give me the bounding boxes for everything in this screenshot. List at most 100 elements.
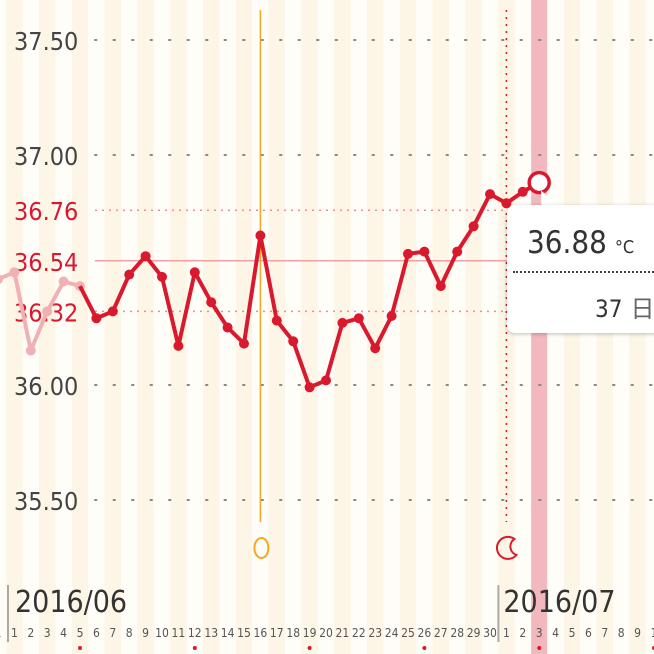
- day-tick-label: 25: [401, 626, 415, 640]
- day-tick-label: 26: [418, 626, 432, 640]
- day-tick-label: 3: [536, 626, 543, 640]
- day-stripe: [268, 0, 285, 654]
- previous-cycle-point: [58, 276, 69, 287]
- day-stripe: [465, 0, 482, 654]
- tooltip-divider: [513, 271, 654, 273]
- ovulation-circle-icon: [253, 537, 270, 559]
- day-tick-label: 16: [254, 626, 268, 640]
- day-tick-label: 21: [336, 626, 350, 640]
- day-stripe: [170, 0, 187, 654]
- temperature-point: [173, 340, 184, 351]
- day-tick-label: 17: [270, 626, 284, 640]
- day-stripe: [432, 0, 449, 654]
- day-tick-label: 7: [109, 626, 116, 640]
- day-tick-label: 11: [172, 626, 186, 640]
- day-tick-label: 2: [519, 626, 526, 640]
- day-tick-label: 9: [634, 626, 641, 640]
- temperature-point: [370, 343, 381, 354]
- day-stripe: [203, 0, 220, 654]
- month-label: 2016/06: [15, 585, 127, 620]
- day-tick-label: 1: [0, 626, 1, 640]
- selected-temperature-point: [527, 170, 551, 195]
- temperature-point: [189, 267, 200, 278]
- day-tick-label: 24: [385, 626, 399, 640]
- day-tick-label: 29: [467, 626, 481, 640]
- tooltip-days-unit: 日: [630, 295, 654, 323]
- day-tick-label: 23: [368, 626, 382, 640]
- temperature-point: [107, 306, 118, 317]
- day-stripe: [71, 0, 89, 654]
- day-tick-label: 1: [11, 626, 18, 640]
- reference-label: 36.54: [14, 248, 78, 277]
- day-tick-label: 27: [434, 626, 448, 640]
- tooltip-temp-unit: °C: [614, 237, 635, 258]
- temperature-point: [452, 246, 463, 257]
- day-tick-label: 1: [503, 626, 510, 640]
- sunday-dot: [537, 646, 542, 650]
- temperature-point: [337, 317, 348, 328]
- sunday-dot: [78, 646, 82, 650]
- temperature-point: [124, 269, 135, 280]
- day-tick-label: 9: [142, 626, 149, 640]
- day-tick-label: 10: [155, 626, 169, 640]
- selected-point-tooltip: 36.88 °C 37 日: [507, 205, 654, 333]
- month-label: 2016/07: [503, 585, 615, 620]
- y-tick-label: 37.50: [14, 27, 78, 56]
- day-stripe: [399, 0, 417, 654]
- sunday-dot: [307, 646, 312, 650]
- tooltip-cycle-day: 37 日: [595, 289, 654, 324]
- tooltip-days-value: 37: [595, 295, 623, 323]
- temperature-point: [485, 189, 495, 200]
- y-tick-label: 36.00: [14, 372, 78, 401]
- day-tick-label: 6: [93, 626, 100, 640]
- temperature-point: [271, 315, 282, 326]
- day-tick-label: 19: [303, 626, 317, 640]
- previous-cycle-point: [0, 274, 3, 284]
- day-tick-label: 6: [585, 626, 592, 640]
- day-tick-label: 1: [651, 626, 654, 640]
- sunday-dot: [422, 646, 427, 650]
- day-tick-label: 30: [483, 626, 497, 640]
- temperature-point: [403, 248, 413, 259]
- temperature-point: [239, 338, 249, 349]
- temperature-point: [501, 198, 512, 209]
- day-tick-label: 22: [352, 626, 366, 640]
- day-tick-label: 13: [204, 626, 218, 640]
- temperature-point: [435, 281, 446, 292]
- temperature-point: [206, 297, 217, 308]
- day-tick-label: 14: [221, 626, 235, 640]
- temperature-point: [468, 221, 479, 232]
- temperature-point: [517, 186, 528, 197]
- day-tick-label: 7: [601, 626, 608, 640]
- day-tick-label: 5: [569, 626, 576, 640]
- day-tick-label: 4: [60, 626, 67, 640]
- day-tick-label: 8: [618, 626, 625, 640]
- y-tick-label: 37.00: [14, 142, 78, 171]
- day-stripe: [137, 0, 154, 654]
- day-tick-label: 4: [552, 626, 559, 640]
- temperature-point: [222, 322, 233, 333]
- temperature-point: [321, 375, 331, 386]
- temperature-point: [386, 311, 397, 321]
- temperature-point: [91, 313, 102, 324]
- temperature-point: [157, 271, 167, 282]
- temperature-point: [419, 246, 430, 257]
- day-tick-label: 2: [27, 626, 34, 640]
- day-tick-label: 20: [319, 626, 333, 640]
- crescent-moon-icon: [495, 535, 519, 560]
- temperature-point: [353, 313, 364, 324]
- y-tick-label: 35.50: [14, 487, 78, 516]
- day-tick-label: 8: [126, 626, 133, 640]
- sunday-dot: [192, 646, 197, 650]
- temperature-point: [288, 336, 299, 347]
- day-stripe: [235, 0, 253, 654]
- day-stripe: [39, 0, 56, 654]
- day-tick-label: 28: [450, 626, 464, 640]
- day-tick-label: 12: [188, 626, 202, 640]
- day-tick-label: 18: [286, 626, 300, 640]
- day-stripe: [301, 0, 318, 654]
- day-tick-label: 15: [237, 626, 251, 640]
- previous-cycle-point: [9, 267, 20, 278]
